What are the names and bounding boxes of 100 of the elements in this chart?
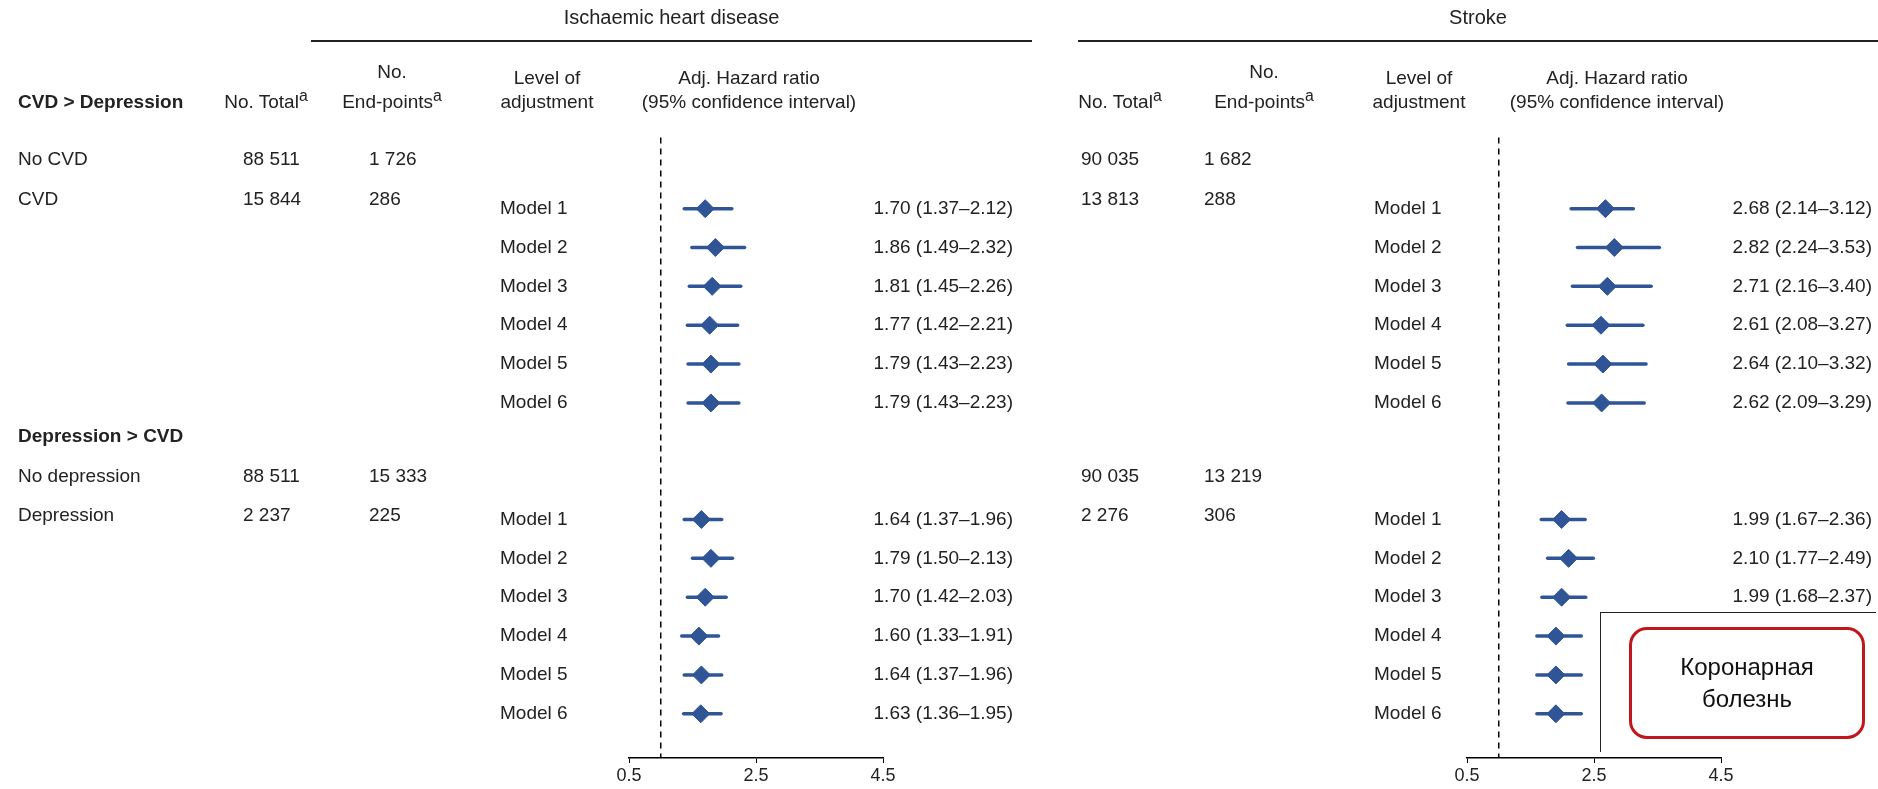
data-label: 2.61 (2.08–3.27) xyxy=(1732,313,1872,335)
point xyxy=(701,548,721,568)
y-tick-label: Model 2 xyxy=(1374,546,1442,568)
x-tick-label: 2.5 xyxy=(743,764,769,785)
point xyxy=(1546,626,1566,646)
y-tick-label: Model 3 xyxy=(1374,274,1442,296)
text: CVD > Depression xyxy=(18,90,184,114)
y-tick-label: Model 2 xyxy=(1374,235,1442,257)
text: 88 511 xyxy=(243,463,300,488)
y-tick-label: Model 3 xyxy=(500,274,568,296)
point xyxy=(1546,704,1566,724)
point xyxy=(700,315,720,335)
y-tick-label: Model 2 xyxy=(500,235,568,257)
data-label: 2.82 (2.24–3.53) xyxy=(1732,235,1872,257)
point xyxy=(1546,665,1566,685)
text: 288 xyxy=(1204,186,1236,211)
point xyxy=(695,587,715,607)
data-label: 1.64 (1.37–1.96) xyxy=(873,663,1013,685)
y-tick-label: Model 4 xyxy=(1374,624,1443,646)
point xyxy=(1591,315,1611,335)
y-tick-label: Model 1 xyxy=(1374,196,1442,218)
text: Depression > CVD xyxy=(18,424,184,448)
text: 88 511 xyxy=(243,147,300,171)
x-tick-label: 4.5 xyxy=(1708,764,1734,785)
y-tick-label: Model 2 xyxy=(500,546,568,568)
x-tick-label: 4.5 xyxy=(870,764,896,785)
text: 90 035 xyxy=(1081,147,1140,171)
point xyxy=(1595,199,1615,219)
point xyxy=(691,665,711,685)
point xyxy=(691,510,711,530)
y-tick-label: Model 6 xyxy=(500,391,568,413)
text: 2 237 xyxy=(243,503,291,528)
data-label: 1.63 (1.36–1.95) xyxy=(873,702,1013,724)
data-label: 2.10 (1.77–2.49) xyxy=(1732,546,1872,568)
data-label: 1.77 (1.42–2.21) xyxy=(873,313,1013,335)
point xyxy=(701,354,721,374)
point xyxy=(702,276,722,296)
point xyxy=(1592,393,1612,413)
text: 13 219 xyxy=(1204,463,1263,488)
point xyxy=(705,238,725,258)
data-label: 1.99 (1.67–2.36) xyxy=(1732,507,1872,529)
text: 13 813 xyxy=(1081,186,1140,211)
point xyxy=(1593,354,1613,374)
chart-title: Stroke xyxy=(1078,6,1878,42)
text: No. Total$^{a}$ xyxy=(1078,86,1162,112)
y-axis-title: Level of adjustment xyxy=(499,66,595,114)
chart-title: Ischaemic heart disease xyxy=(311,6,1032,42)
point xyxy=(1552,587,1572,607)
y-tick-label: Model 5 xyxy=(500,352,568,374)
data-label: 1.79 (1.43–2.23) xyxy=(873,391,1013,413)
data-label: 1.60 (1.33–1.91) xyxy=(873,624,1013,646)
text: 286 xyxy=(369,186,401,211)
x-axis-title: Adj. Hazard ratio (95% confidence interval) xyxy=(641,67,857,112)
text: 2 276 xyxy=(1081,503,1129,528)
text: 15 333 xyxy=(369,463,428,488)
data-label: 2.62 (2.09–3.29) xyxy=(1732,391,1872,413)
data-label: 2.68 (2.14–3.12) xyxy=(1732,196,1872,218)
point xyxy=(689,626,709,646)
y-tick-label: Model 5 xyxy=(1374,352,1442,374)
text: No depression xyxy=(18,463,141,488)
y-tick-label: Model 1 xyxy=(500,196,568,218)
data-label: 1.64 (1.37–1.96) xyxy=(873,507,1013,529)
y-tick-label: Model 5 xyxy=(500,663,568,685)
text: 1 682 xyxy=(1204,147,1252,171)
y-tick-label: Model 6 xyxy=(500,702,568,724)
text: 1 726 xyxy=(369,147,417,171)
text: No CVD xyxy=(18,147,88,171)
y-tick-label: Model 4 xyxy=(500,313,569,335)
text: No. End-points$^{a}$ xyxy=(342,60,442,112)
text: No. Total$^{a}$ xyxy=(224,86,308,112)
data-label: 2.64 (2.10–3.32) xyxy=(1732,352,1872,374)
data-label: 1.70 (1.37–2.12) xyxy=(873,196,1013,218)
y-tick-label: Model 4 xyxy=(500,624,569,646)
text: 90 035 xyxy=(1081,463,1140,488)
x-axis-title: Adj. Hazard ratio (95% confidence interval) xyxy=(1509,67,1725,112)
x-tick-label: 2.5 xyxy=(1581,764,1607,785)
text: CVD xyxy=(18,186,59,211)
data-label: 1.79 (1.50–2.13) xyxy=(873,546,1013,568)
annotation: Коронарная болезнь xyxy=(1629,627,1865,739)
data-label: 2.71 (2.16–3.40) xyxy=(1732,274,1872,296)
data-label: 1.81 (1.45–2.26) xyxy=(873,274,1013,296)
text: 306 xyxy=(1204,503,1236,528)
data-label: 1.86 (1.49–2.32) xyxy=(873,235,1013,257)
x-tick-label: 0.5 xyxy=(1454,764,1480,785)
y-tick-label: Model 6 xyxy=(1374,391,1442,413)
y-axis-title: Level of adjustment xyxy=(1371,66,1467,114)
point xyxy=(691,704,711,724)
y-tick-label: Model 6 xyxy=(1374,702,1442,724)
callout-box: Коронарная болезнь xyxy=(1600,612,1876,752)
text: 15 844 xyxy=(243,186,302,211)
y-tick-label: Model 1 xyxy=(500,507,568,529)
point xyxy=(695,199,715,219)
point xyxy=(1597,276,1617,296)
point xyxy=(701,393,721,413)
x-tick-label: 0.5 xyxy=(616,764,642,785)
y-tick-label: Model 1 xyxy=(1374,507,1442,529)
y-tick-label: Model 3 xyxy=(500,585,568,607)
y-tick-label: Model 3 xyxy=(1374,585,1442,607)
y-tick-label: Model 5 xyxy=(1374,663,1442,685)
point xyxy=(1604,238,1624,258)
